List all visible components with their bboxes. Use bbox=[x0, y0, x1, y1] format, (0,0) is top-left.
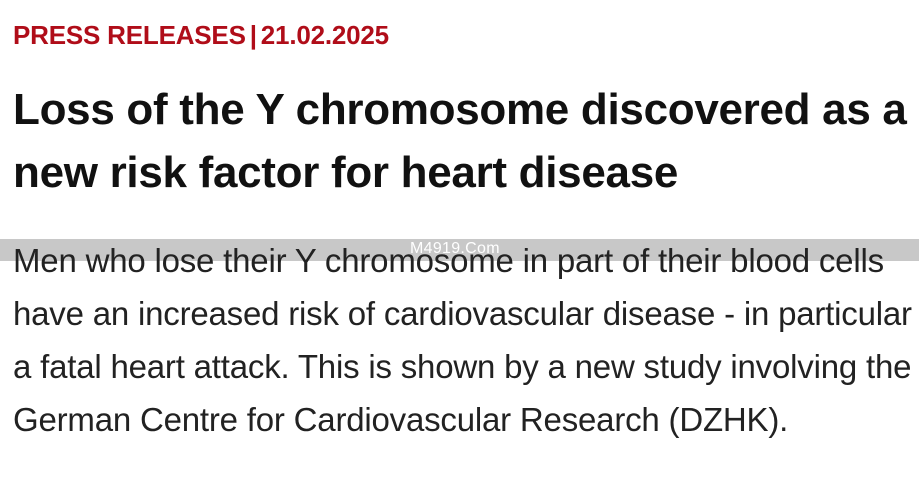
article-title: Loss of the Y chromosome discovered as a… bbox=[13, 85, 907, 197]
article-meta: PRESS RELEASES | 21.02.2025 bbox=[13, 18, 389, 52]
category-label[interactable]: PRESS RELEASES bbox=[13, 20, 246, 50]
article-lead: Men who lose their Y chromosome in part … bbox=[13, 242, 912, 438]
publish-date: 21.02.2025 bbox=[260, 20, 389, 50]
meta-separator: | bbox=[249, 20, 257, 50]
watermark-band bbox=[0, 239, 919, 261]
watermark-text: M4919.Com bbox=[410, 240, 500, 257]
